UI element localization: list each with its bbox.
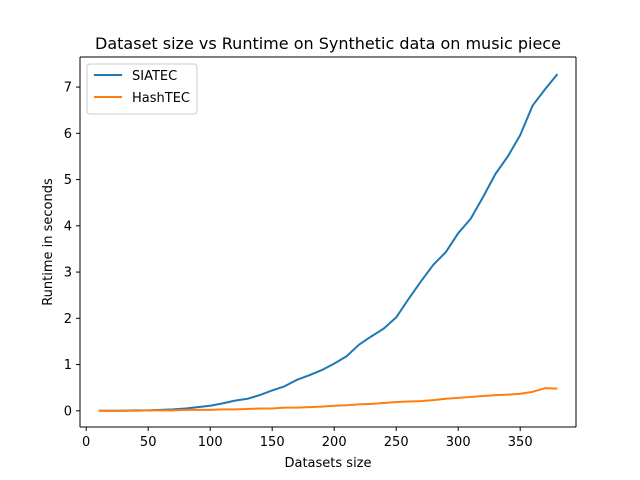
legend: SIATEC HashTEC (86, 63, 198, 115)
series-layer (98, 73, 559, 412)
y-tick-label: 5 (64, 173, 72, 188)
x-tick-label: 200 (322, 435, 347, 450)
y-tick-label: 4 (64, 219, 72, 234)
x-tick-label: 300 (446, 435, 471, 450)
legend-label-siatec: SIATEC (132, 69, 177, 84)
y-tick-label: 3 (64, 266, 72, 281)
tick-layer: 0 50 100 150 200 250 300 350 0 1 2 3 4 5 6 7 (64, 81, 533, 450)
y-tick-label: 6 (64, 127, 72, 142)
x-tick-label: 0 (82, 435, 90, 450)
chart-title: Dataset size vs Runtime on Synthetic dat… (95, 34, 561, 53)
x-tick-label: 50 (140, 435, 157, 450)
y-axis-label: Runtime in seconds (41, 178, 56, 306)
y-tick-label: 0 (64, 404, 72, 419)
x-axis-label: Datasets size (284, 456, 371, 471)
legend-box (86, 63, 198, 115)
series-line-hashtec (98, 387, 558, 412)
x-tick-label: 150 (260, 435, 285, 450)
y-tick-label: 1 (64, 358, 72, 373)
x-tick-label: 100 (198, 435, 223, 450)
legend-label-hashtec: HashTEC (132, 91, 190, 106)
y-tick-label: 2 (64, 312, 72, 327)
x-tick-label: 350 (508, 435, 533, 450)
plot-area (80, 57, 576, 427)
x-tick-label: 250 (384, 435, 409, 450)
y-tick-label: 7 (64, 81, 72, 96)
axis-layer (79, 56, 577, 428)
